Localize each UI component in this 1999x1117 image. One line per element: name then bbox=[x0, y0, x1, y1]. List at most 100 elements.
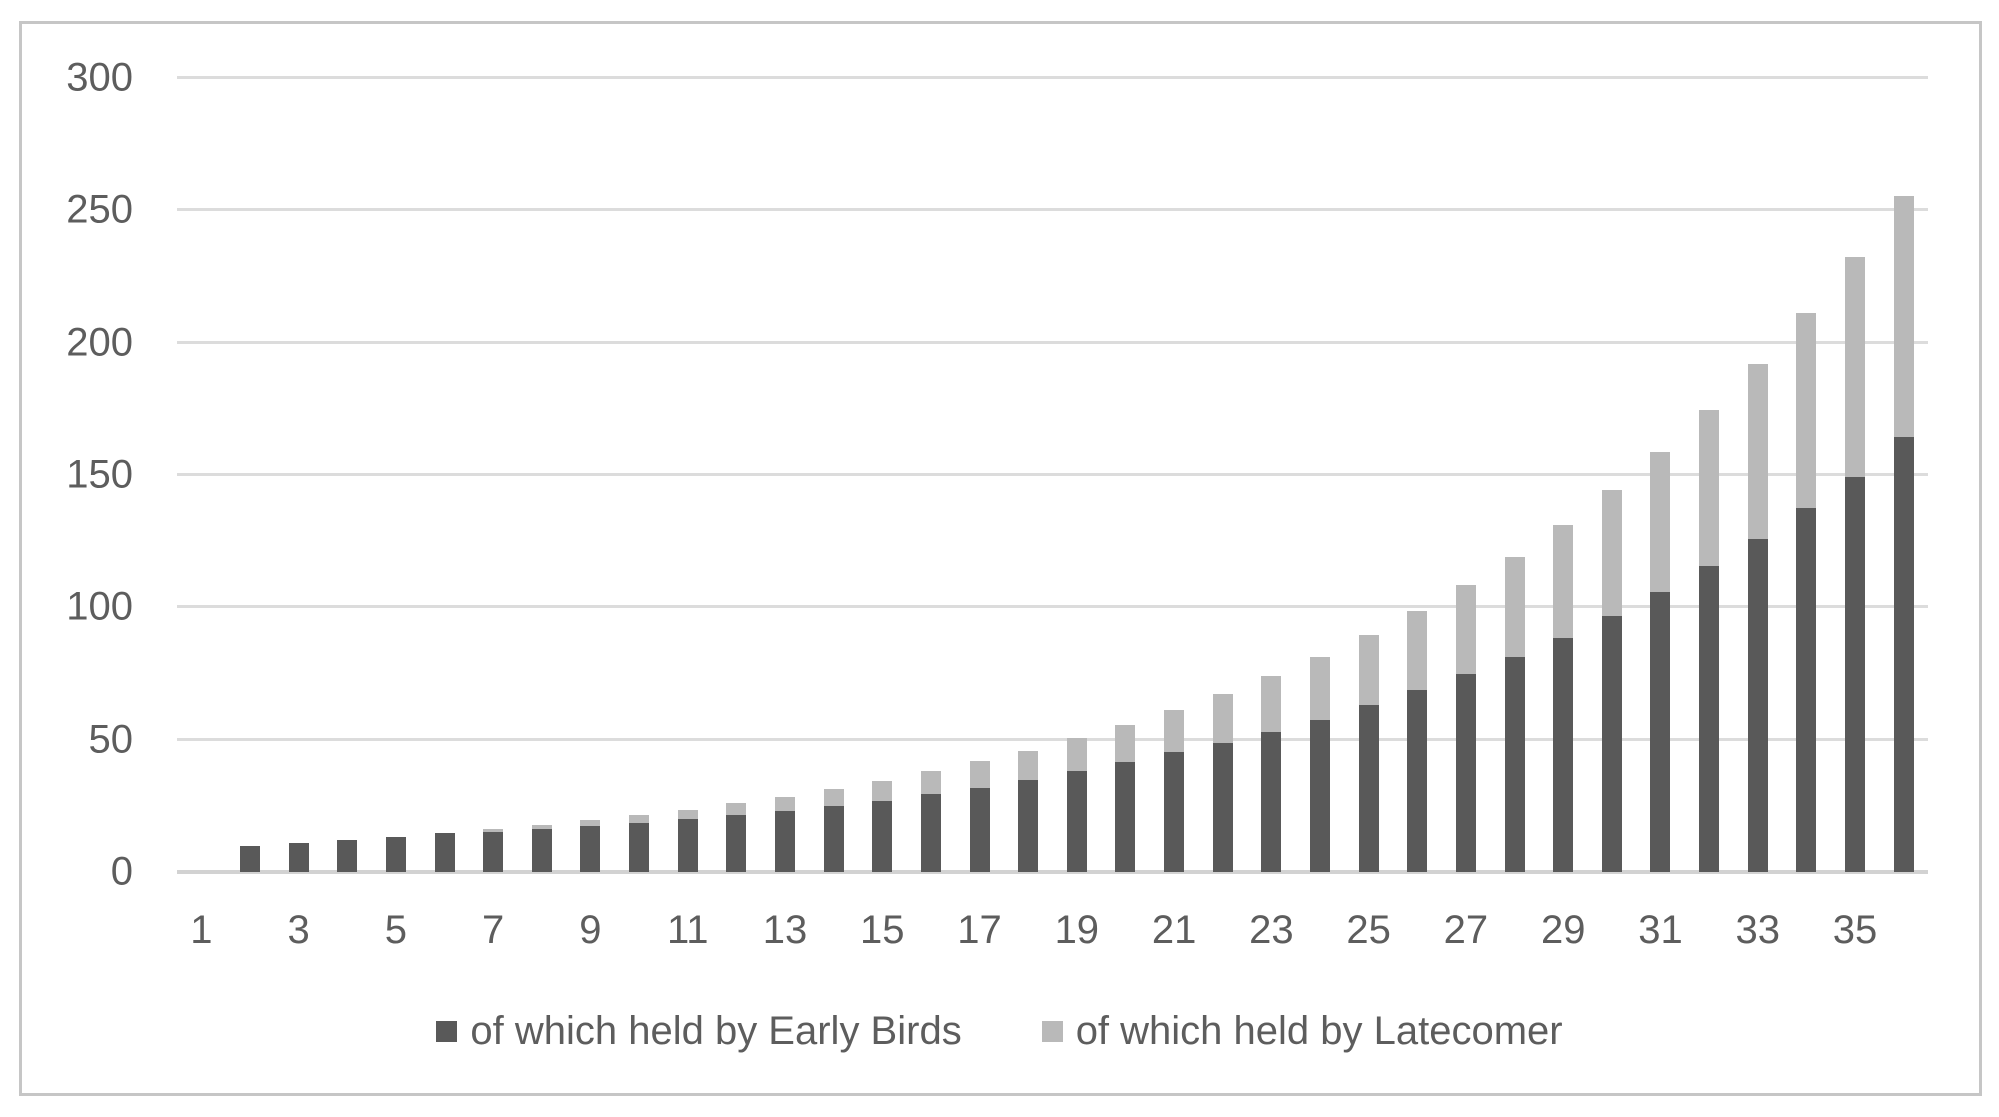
x-axis-tick-labels: 1 3 5 7 9 11 13 15 17 19 21 23 25 27 29 31 33 35 bbox=[177, 903, 1928, 957]
bar-category-23 bbox=[1261, 676, 1282, 872]
bar-segment-latecomer bbox=[1018, 750, 1039, 780]
bar-segment-early-birds bbox=[1261, 732, 1282, 872]
bar-segment-early-birds bbox=[1407, 690, 1428, 872]
bar-category-2 bbox=[239, 845, 260, 872]
bar-segment-early-birds bbox=[1212, 743, 1233, 872]
bar-segment-early-birds bbox=[288, 842, 309, 872]
x-axis-tick-label-25: 25 bbox=[1346, 908, 1391, 952]
bar-segment-early-birds bbox=[969, 787, 990, 872]
bar-category-25 bbox=[1358, 635, 1379, 872]
bar-segment-early-birds bbox=[872, 800, 893, 872]
x-axis-tick-label-23: 23 bbox=[1249, 908, 1294, 952]
bar-segment-latecomer bbox=[677, 809, 698, 820]
bar-segment-early-birds bbox=[1845, 476, 1866, 872]
y-axis-tick-label-150: 150 bbox=[66, 452, 133, 497]
bar-category-22 bbox=[1212, 693, 1233, 872]
bar-segment-latecomer bbox=[774, 796, 795, 811]
bar-category-15 bbox=[872, 780, 893, 872]
bar-category-3 bbox=[288, 842, 309, 872]
x-axis-tick-label-35: 35 bbox=[1832, 908, 1878, 952]
chart-frame bbox=[19, 21, 1982, 1096]
bar-category-29 bbox=[1553, 525, 1574, 872]
legend-label-early-birds: of which held by Early Birds bbox=[470, 1008, 962, 1053]
bar-segment-early-birds bbox=[1358, 705, 1379, 872]
bar-segment-early-birds bbox=[1115, 762, 1136, 872]
bar-segment-latecomer bbox=[1115, 724, 1136, 763]
bar-segment-latecomer bbox=[1310, 656, 1330, 720]
gridline-150 bbox=[177, 473, 1928, 476]
bar-segment-early-birds bbox=[483, 832, 504, 872]
bar-segment-latecomer bbox=[580, 820, 601, 827]
bar-category-32 bbox=[1699, 410, 1720, 872]
bar-segment-latecomer bbox=[1358, 635, 1379, 706]
bar-category-4 bbox=[337, 839, 358, 872]
bar-segment-early-birds bbox=[1650, 591, 1671, 872]
gridline-100 bbox=[177, 605, 1928, 609]
bar-segment-early-birds bbox=[1747, 538, 1768, 872]
bar-category-9 bbox=[580, 820, 601, 872]
bar-segment-latecomer bbox=[1699, 410, 1720, 566]
legend: of which held by Early Birds of which he… bbox=[0, 1003, 1999, 1059]
y-axis-tick-label-200: 200 bbox=[66, 320, 133, 365]
bar-segment-early-birds bbox=[1310, 719, 1330, 872]
bar-segment-early-birds bbox=[531, 829, 552, 872]
gridline-250 bbox=[177, 208, 1928, 212]
bar-segment-latecomer bbox=[1553, 525, 1574, 638]
x-axis-line bbox=[177, 870, 1928, 874]
x-axis-tick-label-13: 13 bbox=[762, 908, 808, 952]
bar-segment-early-birds bbox=[629, 823, 650, 872]
gridline-300 bbox=[177, 76, 1928, 79]
bar-segment-latecomer bbox=[823, 788, 844, 806]
bar-segment-latecomer bbox=[920, 771, 941, 795]
bar-category-24 bbox=[1310, 656, 1330, 872]
y-axis-tick-label-250: 250 bbox=[66, 187, 133, 232]
bar-segment-latecomer bbox=[969, 761, 990, 788]
bar-segment-latecomer bbox=[1796, 313, 1817, 508]
bar-category-28 bbox=[1504, 556, 1525, 872]
x-axis-tick-label-21: 21 bbox=[1151, 908, 1197, 952]
bar-category-12 bbox=[726, 803, 747, 872]
x-axis-tick-label-3: 3 bbox=[287, 908, 310, 952]
x-axis-tick-label-15: 15 bbox=[860, 908, 905, 952]
bar-segment-latecomer bbox=[1212, 693, 1233, 744]
bar-segment-early-birds bbox=[1018, 779, 1039, 872]
x-axis-tick-label-19: 19 bbox=[1054, 908, 1100, 952]
bar-category-6 bbox=[434, 833, 455, 872]
bar-segment-early-birds bbox=[1796, 507, 1817, 872]
bar-segment-early-birds bbox=[1893, 437, 1914, 872]
bar-category-33 bbox=[1747, 364, 1768, 872]
x-axis-tick-label-5: 5 bbox=[384, 908, 407, 952]
legend-item-latecomer: of which held by Latecomer bbox=[1041, 1008, 1563, 1054]
bar-category-18 bbox=[1018, 750, 1039, 872]
bar-segment-early-birds bbox=[580, 826, 601, 872]
bar-segment-early-birds bbox=[1455, 673, 1476, 872]
bar-segment-early-birds bbox=[774, 810, 795, 872]
bar-segment-early-birds bbox=[1699, 565, 1720, 872]
y-axis-tick-label-0: 0 bbox=[110, 849, 133, 894]
bar-segment-early-birds bbox=[823, 805, 844, 872]
bar-category-7 bbox=[483, 829, 504, 872]
bar-category-35 bbox=[1845, 257, 1866, 872]
bar-category-8 bbox=[531, 825, 552, 872]
bar-segment-latecomer bbox=[1407, 611, 1428, 691]
bar-category-16 bbox=[920, 771, 941, 872]
bar-segment-latecomer bbox=[726, 803, 747, 816]
bar-segment-early-birds bbox=[434, 833, 455, 872]
bar-segment-early-birds bbox=[337, 839, 358, 872]
bar-category-26 bbox=[1407, 611, 1428, 872]
bar-category-34 bbox=[1796, 313, 1817, 872]
x-axis-tick-label-29: 29 bbox=[1540, 908, 1586, 952]
bar-category-36 bbox=[1893, 195, 1914, 872]
bar-category-11 bbox=[677, 809, 698, 872]
bar-segment-early-birds bbox=[1066, 771, 1087, 872]
bar-category-14 bbox=[823, 788, 844, 872]
y-axis-tick-label-50: 50 bbox=[88, 717, 134, 762]
x-axis-tick-label-7: 7 bbox=[482, 908, 505, 952]
bar-segment-latecomer bbox=[1845, 257, 1866, 477]
bar-category-20 bbox=[1115, 724, 1136, 872]
legend-label-latecomer: of which held by Latecomer bbox=[1075, 1008, 1563, 1053]
bar-category-19 bbox=[1066, 738, 1087, 872]
bar-segment-early-birds bbox=[239, 845, 260, 872]
x-axis-tick-label-33: 33 bbox=[1735, 908, 1781, 952]
bar-segment-early-birds bbox=[1164, 752, 1185, 872]
